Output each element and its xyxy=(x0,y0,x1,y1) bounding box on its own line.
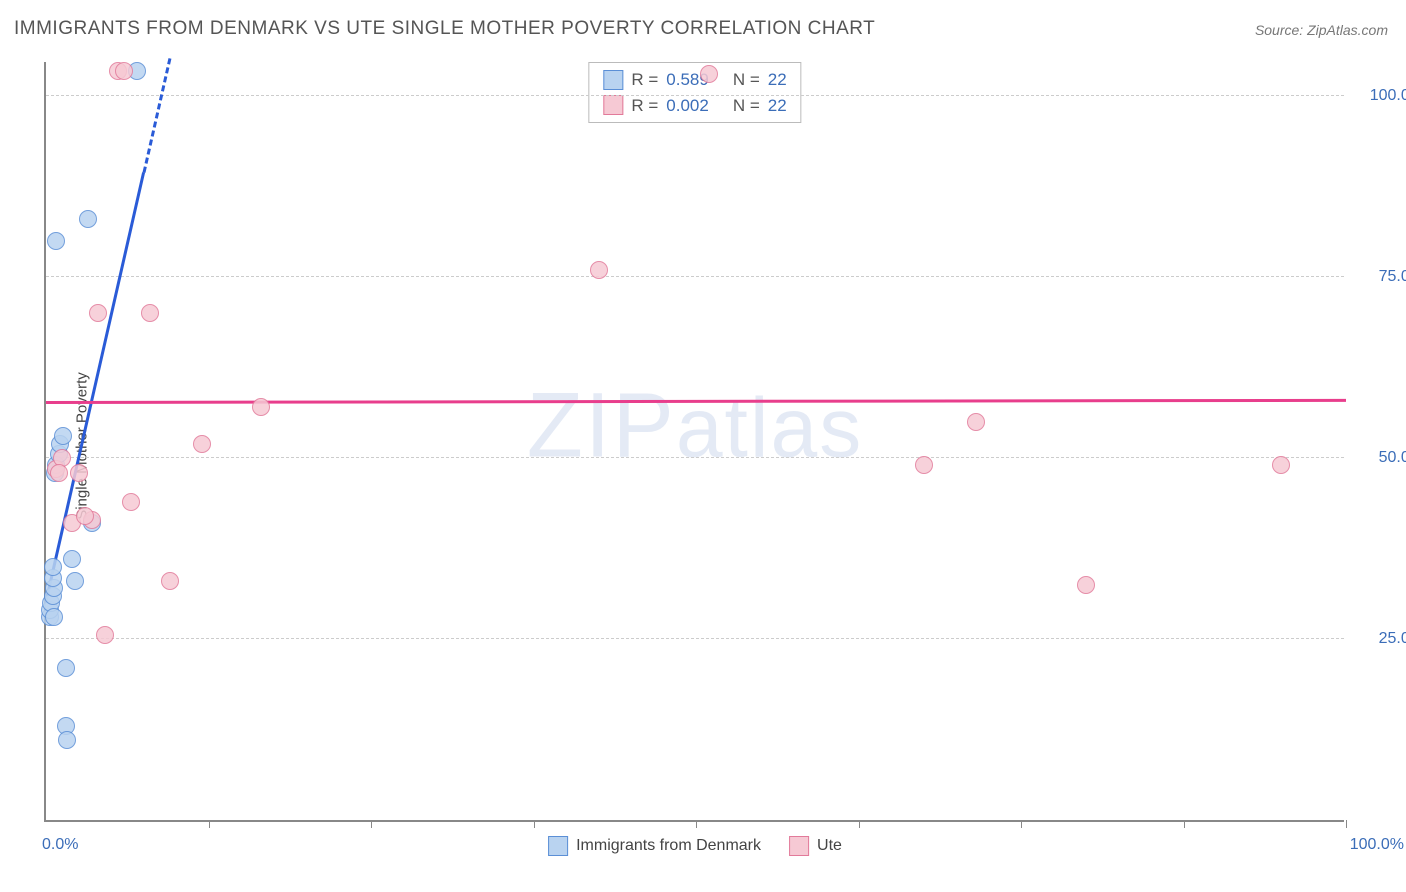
x-tick xyxy=(1184,820,1185,828)
gridline xyxy=(46,457,1344,458)
x-tick xyxy=(1346,820,1347,828)
data-point xyxy=(96,626,114,644)
data-point xyxy=(700,65,718,83)
gridline xyxy=(46,95,1344,96)
legend-item-denmark: Immigrants from Denmark xyxy=(548,836,761,856)
data-point xyxy=(79,210,97,228)
data-point xyxy=(1077,576,1095,594)
data-point xyxy=(70,464,88,482)
gridline xyxy=(46,276,1344,277)
r-label: R = xyxy=(631,93,658,119)
data-point xyxy=(89,304,107,322)
data-point xyxy=(161,572,179,590)
n-label: N = xyxy=(733,67,760,93)
data-point xyxy=(115,62,133,80)
data-point xyxy=(1272,456,1290,474)
data-point xyxy=(122,493,140,511)
n-value-denmark: 22 xyxy=(768,67,787,93)
y-tick-label: 50.0% xyxy=(1354,449,1406,467)
plot-area: ZIPatlas R = 0.589 N = 22 R = 0.002 N = … xyxy=(44,62,1344,822)
trend-line xyxy=(46,399,1346,404)
legend-label-ute: Ute xyxy=(817,837,842,855)
x-tick xyxy=(1021,820,1022,828)
data-point xyxy=(54,427,72,445)
legend-row-ute: R = 0.002 N = 22 xyxy=(603,93,786,119)
swatch-ute xyxy=(603,95,623,115)
chart-title: IMMIGRANTS FROM DENMARK VS UTE SINGLE MO… xyxy=(14,18,875,40)
data-point xyxy=(141,304,159,322)
data-point xyxy=(50,464,68,482)
r-value-ute: 0.002 xyxy=(666,93,709,119)
gridline xyxy=(46,638,1344,639)
data-point xyxy=(57,659,75,677)
swatch-denmark xyxy=(603,70,623,90)
data-point xyxy=(63,550,81,568)
data-point xyxy=(44,558,62,576)
data-point xyxy=(193,435,211,453)
source-attribution: Source: ZipAtlas.com xyxy=(1255,22,1388,38)
y-tick-label: 75.0% xyxy=(1354,268,1406,286)
x-tick xyxy=(696,820,697,828)
y-tick-label: 100.0% xyxy=(1354,87,1406,105)
swatch-ute-icon xyxy=(789,836,809,856)
watermark: ZIPatlas xyxy=(527,373,864,478)
data-point xyxy=(915,456,933,474)
y-tick-label: 25.0% xyxy=(1354,630,1406,648)
n-value-ute: 22 xyxy=(768,93,787,119)
x-tick xyxy=(371,820,372,828)
x-axis-max-label: 100.0% xyxy=(1350,836,1404,854)
legend-label-denmark: Immigrants from Denmark xyxy=(576,837,761,855)
r-label: R = xyxy=(631,67,658,93)
data-point xyxy=(967,413,985,431)
data-point xyxy=(66,572,84,590)
data-point xyxy=(45,608,63,626)
swatch-denmark-icon xyxy=(548,836,568,856)
data-point xyxy=(47,232,65,250)
x-tick xyxy=(534,820,535,828)
n-label: N = xyxy=(733,93,760,119)
data-point xyxy=(252,398,270,416)
trend-line xyxy=(142,58,171,173)
data-point xyxy=(76,507,94,525)
data-point xyxy=(58,731,76,749)
x-axis-min-label: 0.0% xyxy=(42,836,78,854)
data-point xyxy=(590,261,608,279)
legend-row-denmark: R = 0.589 N = 22 xyxy=(603,67,786,93)
legend-item-ute: Ute xyxy=(789,836,842,856)
series-legend: Immigrants from Denmark Ute xyxy=(548,836,842,856)
x-tick xyxy=(209,820,210,828)
x-tick xyxy=(859,820,860,828)
correlation-legend: R = 0.589 N = 22 R = 0.002 N = 22 xyxy=(588,62,801,123)
